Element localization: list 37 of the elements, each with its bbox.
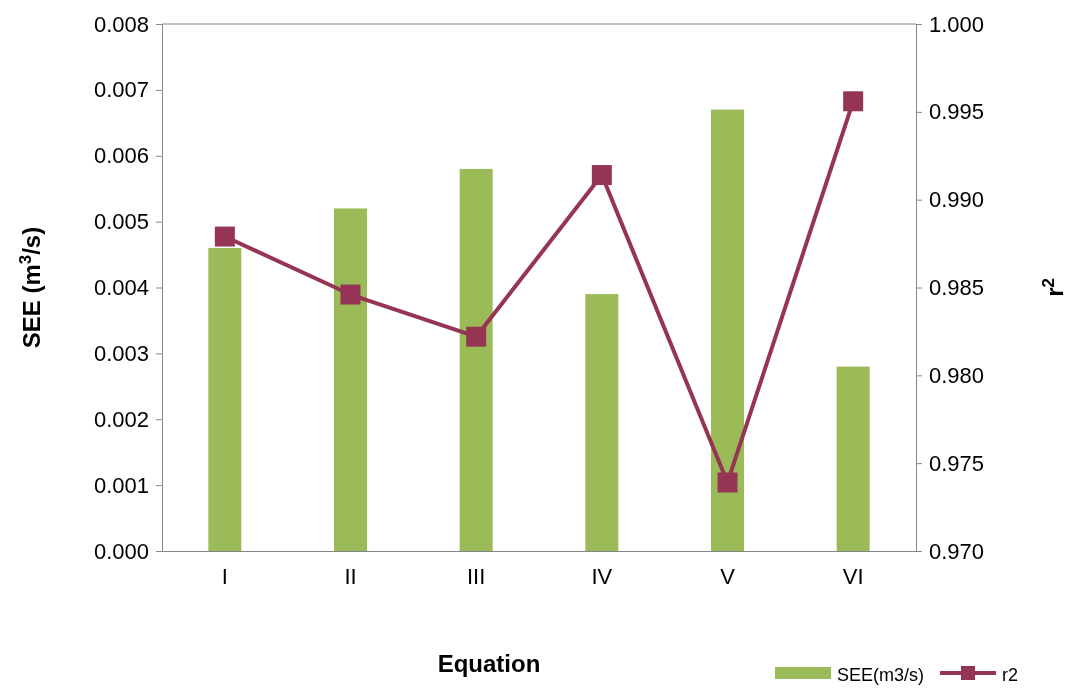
point (214, 226, 235, 247)
y2-tick-label: 1.000 (929, 11, 985, 37)
x-axis-title: Equation (437, 650, 541, 677)
x-tick-label: III (466, 564, 486, 589)
y2-tick-label: 0.980 (929, 362, 985, 388)
point (466, 326, 487, 347)
bar (711, 109, 744, 551)
y-tick-label: 0.003 (93, 340, 149, 366)
x-tick-label: V (720, 564, 736, 589)
x-tick-label: I (221, 564, 228, 589)
y2-tick-label: 0.990 (929, 187, 985, 213)
y2-tick-label: 0.995 (929, 99, 985, 125)
point (843, 91, 864, 112)
bar (208, 247, 242, 551)
point (717, 472, 738, 493)
bar (459, 168, 493, 551)
y-tick-label: 0.006 (93, 143, 149, 169)
y-tick-label: 0.002 (93, 406, 149, 432)
y-tick-label: 0.008 (93, 11, 149, 37)
y-tick-label: 0.005 (93, 209, 149, 235)
point (591, 165, 612, 186)
y-tick-label: 0.004 (93, 275, 149, 301)
y2-tick-label: 0.970 (929, 538, 985, 564)
y-tick-label: 0.001 (93, 472, 149, 498)
y2-tick-label: 0.975 (929, 450, 985, 476)
bar (836, 366, 870, 551)
y-tick-label: 0.000 (93, 538, 149, 564)
bar (585, 294, 619, 551)
y-tick-label: 0.007 (93, 77, 149, 103)
legend-label: SEE(m3/s) (837, 665, 925, 685)
x-tick-label: VI (842, 564, 864, 589)
x-tick-label: IV (591, 564, 613, 589)
point (340, 284, 361, 305)
legend-label: r2 (1002, 665, 1019, 685)
bar (334, 208, 367, 551)
y2-tick-label: 0.985 (929, 275, 985, 301)
x-tick-label: II (344, 564, 357, 589)
